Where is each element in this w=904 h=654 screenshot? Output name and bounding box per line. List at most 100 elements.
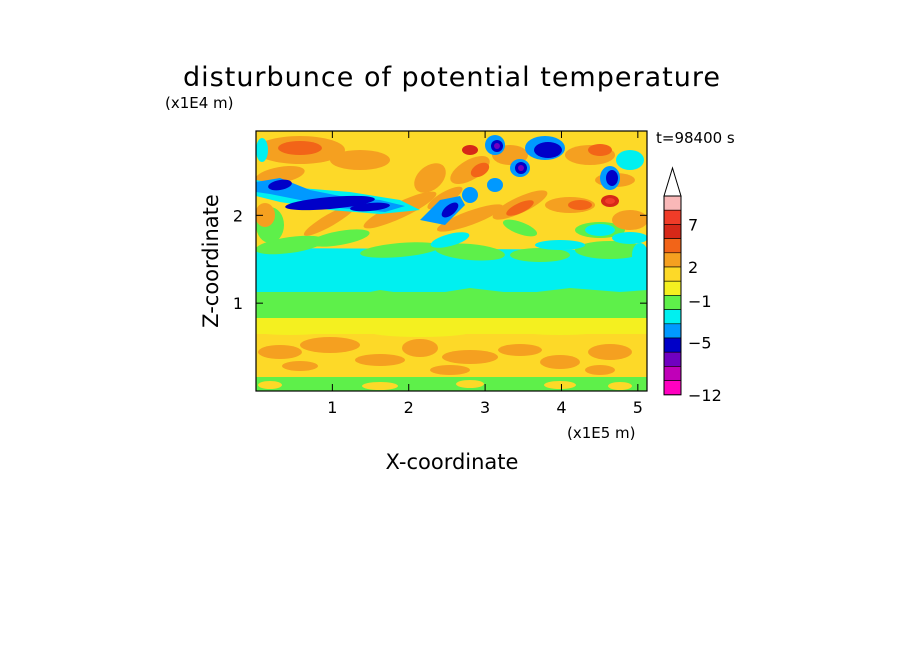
colorbar-label: −5: [688, 333, 712, 352]
time-label: t=98400 s: [656, 129, 735, 147]
orange-streak: [256, 166, 305, 184]
orange-streak: [256, 203, 275, 227]
dark-orange-streak: [470, 162, 490, 178]
green-patch: [575, 241, 645, 259]
colorbar-label: 7: [688, 215, 698, 234]
warm-patch: [540, 355, 580, 369]
y-axis: 12: [233, 206, 647, 313]
purple-core: [494, 143, 500, 149]
warm-patch: [258, 345, 302, 359]
colorbar-segment: [663, 238, 682, 254]
light-band: [515, 325, 605, 335]
navy-streak: [268, 179, 292, 191]
colorbar-segment: [663, 195, 682, 211]
orange-streak: [330, 150, 390, 170]
red-core: [605, 198, 615, 204]
colorbar-label: 2: [688, 258, 698, 277]
orange-streak: [437, 204, 503, 232]
colorbar-segment: [663, 309, 682, 325]
navy-streak: [441, 202, 459, 218]
y-unit-note: (x1E4 m): [165, 94, 234, 112]
orange-streak: [612, 210, 647, 230]
colorbar-segment: [663, 366, 682, 381]
y-axis-label: Z-coordinate: [199, 194, 223, 328]
x-tick-label: 1: [327, 398, 337, 417]
x-tick-label: 5: [633, 398, 643, 417]
colorbar-segment: [663, 380, 682, 396]
colorbar-label: −12: [688, 386, 722, 405]
orange-streak: [303, 204, 357, 236]
warm-patch: [585, 365, 615, 375]
cyan-patch: [612, 232, 647, 244]
colorbar-segment: [663, 266, 682, 282]
green-patch: [502, 219, 538, 237]
navy-streak: [285, 195, 375, 211]
dark-orange-streak: [506, 200, 534, 216]
bottom-patch: [608, 382, 632, 390]
x-unit-note: (x1E5 m): [567, 424, 636, 442]
colorbar-segment: [663, 295, 682, 310]
light-band: [370, 327, 470, 337]
dark-orange-streak: [278, 141, 322, 155]
bottom-green-layer: [256, 377, 647, 391]
plot-frame: [255, 130, 648, 392]
colorbar-segment: [663, 351, 682, 367]
warm-patch: [300, 337, 360, 353]
colorbar-segment: [663, 209, 682, 225]
orange-streak: [414, 163, 446, 193]
warm-patch: [442, 350, 498, 364]
cyan-edge: [256, 138, 268, 162]
green-patch: [310, 229, 370, 247]
colorbar-frame: [663, 195, 682, 396]
blue-blob: [487, 178, 503, 192]
cyan-edge: [632, 243, 647, 267]
warm-patch: [498, 344, 542, 356]
x-axis: 1 2 3 4 5: [327, 131, 643, 417]
chart-title: disturbunce of potential temperature: [183, 62, 721, 93]
dark-orange-streak: [568, 200, 592, 210]
colorbar-segment: [663, 323, 682, 339]
bottom-patch: [362, 382, 398, 390]
x-tick-label: 4: [556, 398, 566, 417]
colorbar-label: −1: [688, 292, 712, 311]
blue-blob: [585, 224, 615, 236]
bottom-patch: [258, 381, 282, 389]
green-patch: [435, 243, 505, 261]
bottom-patch: [544, 381, 576, 389]
colorbar: 7 2 −1 −5 −12: [663, 166, 722, 405]
dark-orange-streak: [588, 144, 612, 156]
x-tick-label: 3: [480, 398, 490, 417]
warm-patch: [430, 365, 470, 375]
green-wave: [256, 288, 647, 310]
light-band: [256, 325, 330, 335]
warm-patch: [282, 361, 318, 371]
warm-patch: [355, 354, 405, 366]
x-axis-label: X-coordinate: [386, 450, 519, 474]
x-tick-label: 2: [404, 398, 414, 417]
y-tick-label: 2: [233, 206, 243, 225]
blue-blob: [616, 150, 644, 170]
cyan-patch: [270, 253, 330, 263]
navy-blob: [606, 170, 618, 186]
red-patch: [462, 145, 478, 155]
colorbar-segment: [663, 224, 682, 239]
colorbar-segment: [663, 280, 682, 296]
cyan-wave-2: [256, 270, 647, 282]
cyan-patch: [430, 232, 470, 248]
green-patch: [510, 248, 570, 262]
purple-core: [518, 165, 524, 171]
orange-streak: [427, 186, 463, 210]
contour-field: [256, 131, 647, 391]
green-patch: [360, 242, 440, 258]
colorbar-segment: [663, 252, 682, 268]
warm-patch: [402, 339, 438, 357]
navy-streak: [350, 202, 390, 212]
warm-patch: [588, 344, 632, 360]
colorbar-arrow: [663, 166, 682, 197]
colorbar-segment: [663, 337, 682, 353]
y-tick-label: 1: [233, 294, 243, 313]
blue-blob: [462, 187, 478, 203]
navy-blob: [534, 142, 562, 158]
bottom-patch: [456, 380, 484, 388]
